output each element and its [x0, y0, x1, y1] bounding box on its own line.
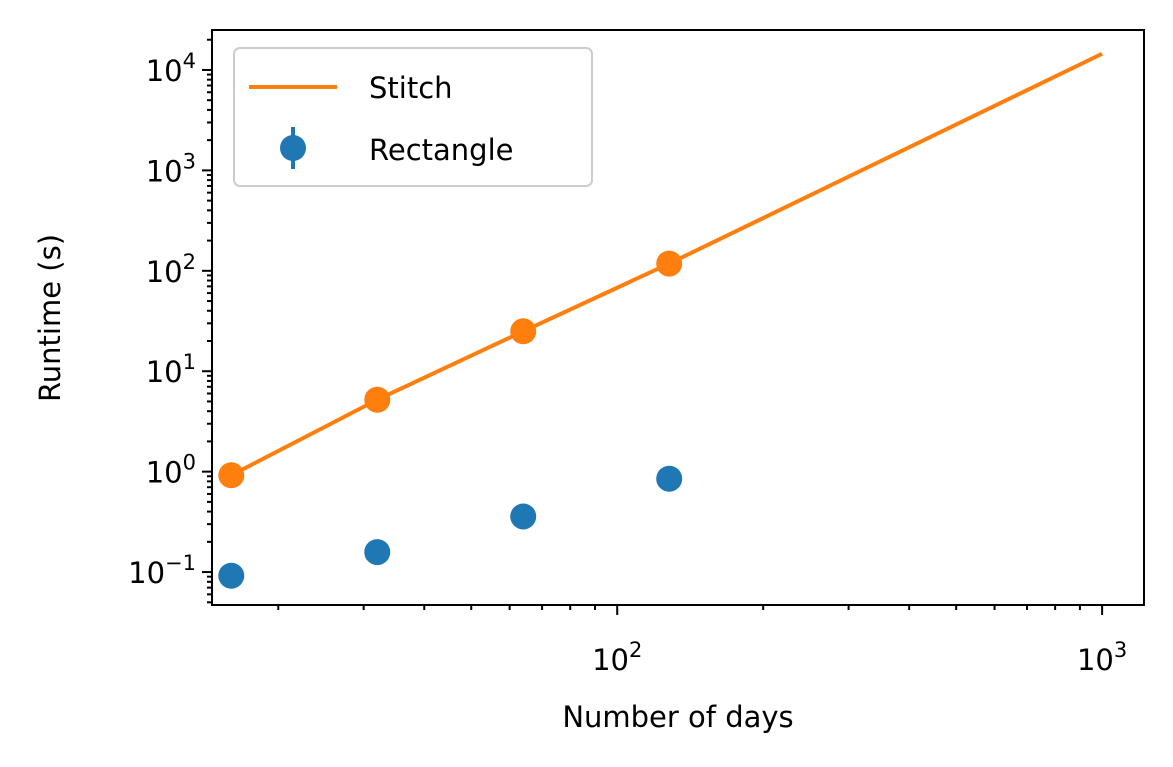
stitch-point [218, 462, 245, 489]
tick-exponent: 3 [183, 149, 196, 173]
y-tick-label: 104 [146, 49, 196, 88]
rectangle-point [364, 539, 391, 566]
tick-base: 10 [146, 54, 183, 88]
legend-stitch-label: Stitch [369, 71, 453, 105]
tick-exponent: −1 [165, 551, 196, 575]
legend-rectangle-label: Rectangle [369, 133, 513, 167]
y-axis-label: Runtime (s) [33, 234, 67, 402]
x-tick-label: 102 [592, 638, 642, 677]
tick-exponent: 1 [183, 350, 196, 374]
tick-base: 10 [146, 255, 183, 289]
y-tick-label: 103 [146, 149, 196, 188]
rectangle-point [218, 562, 245, 589]
stitch-point [364, 386, 391, 413]
plot-marks [218, 51, 1103, 589]
legend-rectangle-marker [280, 135, 306, 161]
tick-exponent: 2 [629, 638, 642, 662]
tick-exponent: 3 [1114, 638, 1127, 662]
legend: Stitch Rectangle [233, 47, 593, 187]
legend-box [233, 47, 593, 187]
rectangle-point [510, 503, 537, 530]
ticks [202, 38, 1104, 615]
tick-base: 10 [146, 355, 183, 389]
tick-base: 10 [128, 556, 165, 590]
y-tick-label: 10−1 [128, 551, 196, 590]
tick-exponent: 0 [183, 451, 196, 475]
tick-base: 10 [1077, 643, 1114, 677]
tick-base: 10 [146, 456, 183, 490]
x-axis-label: Number of days [562, 700, 793, 734]
tick-exponent: 2 [183, 250, 196, 274]
plot-frame [211, 29, 1145, 606]
y-tick-label: 101 [146, 350, 196, 389]
stitch-point [510, 318, 537, 345]
tick-base: 10 [592, 643, 629, 677]
x-tick-label: 103 [1077, 638, 1127, 677]
rectangle-point [656, 465, 683, 492]
tick-base: 10 [146, 154, 183, 188]
y-tick-label: 102 [146, 250, 196, 289]
y-tick-label: 100 [146, 451, 196, 490]
stitch-point [656, 250, 683, 277]
tick-exponent: 4 [183, 49, 196, 73]
